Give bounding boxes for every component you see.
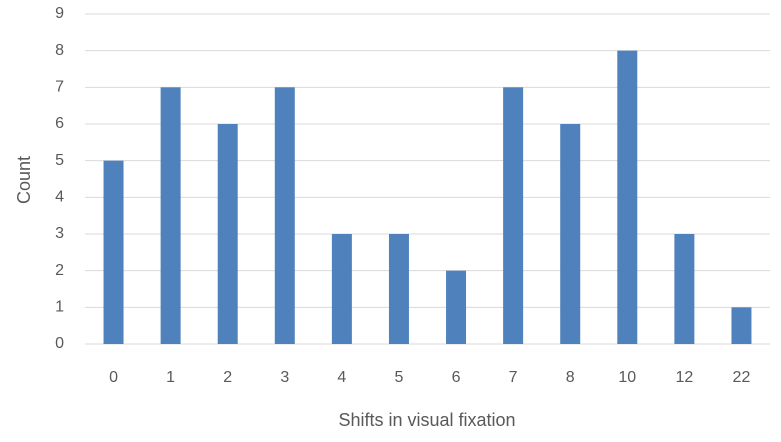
y-tick-label: 2 — [55, 262, 64, 279]
x-tick-label: 10 — [618, 369, 636, 386]
y-tick-label: 0 — [55, 335, 64, 352]
x-tick-label: 7 — [509, 369, 518, 386]
x-tick-label: 5 — [395, 369, 404, 386]
bar — [274, 87, 295, 344]
x-tick-label: 4 — [337, 369, 346, 386]
x-tick-label: 8 — [566, 369, 575, 386]
x-tick-label: 6 — [452, 369, 461, 386]
bar — [503, 87, 524, 344]
y-axis-title: Count — [14, 156, 34, 204]
bar — [217, 124, 238, 344]
y-tick-label: 8 — [55, 42, 64, 59]
y-tick-label: 9 — [55, 5, 64, 22]
bar — [160, 87, 181, 344]
bar — [446, 270, 467, 344]
bar — [560, 124, 581, 344]
x-axis-title: Shifts in visual fixation — [338, 410, 515, 430]
y-tick-label: 4 — [55, 189, 64, 206]
x-tick-label: 3 — [280, 369, 289, 386]
x-tick-label: 2 — [223, 369, 232, 386]
bar — [331, 234, 352, 344]
y-tick-label: 7 — [55, 79, 64, 96]
y-tick-label: 5 — [55, 152, 64, 169]
x-tick-label: 12 — [675, 369, 693, 386]
y-tick-label: 6 — [55, 115, 64, 132]
y-tick-label: 1 — [55, 299, 64, 316]
bar — [617, 50, 638, 345]
bar — [731, 307, 752, 344]
x-tick-label: 1 — [166, 369, 175, 386]
y-tick-label: 3 — [55, 225, 64, 242]
bar — [674, 234, 695, 344]
bar — [103, 160, 124, 344]
x-tick-label: 22 — [733, 369, 751, 386]
bar — [388, 234, 409, 344]
x-tick-label: 0 — [109, 369, 118, 386]
